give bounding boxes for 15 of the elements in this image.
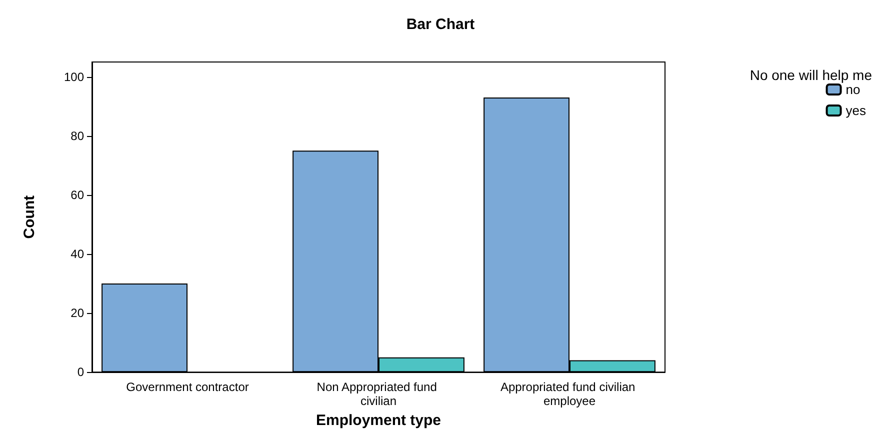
x-tick-label: Appropriated fund civilian employee [500, 380, 639, 408]
legend-title: No one will help me [750, 67, 872, 83]
y-tick-label: 0 [77, 365, 84, 380]
y-tick-label: 40 [70, 246, 84, 261]
y-axis-title: Count [21, 195, 38, 239]
x-tick-label: Government contractor [126, 380, 249, 394]
chart-title: Bar Chart [406, 16, 475, 33]
y-tick-label: 80 [70, 128, 84, 143]
legend-label: no [846, 82, 860, 97]
y-tick-label: 100 [64, 70, 84, 84]
x-tick-label: Non Appropriated fund civilian [316, 380, 440, 408]
legend-label: yes [846, 103, 866, 118]
x-axis-title: Employment type [316, 412, 442, 429]
y-tick-label: 20 [70, 306, 84, 320]
y-tick-label: 60 [70, 188, 84, 202]
